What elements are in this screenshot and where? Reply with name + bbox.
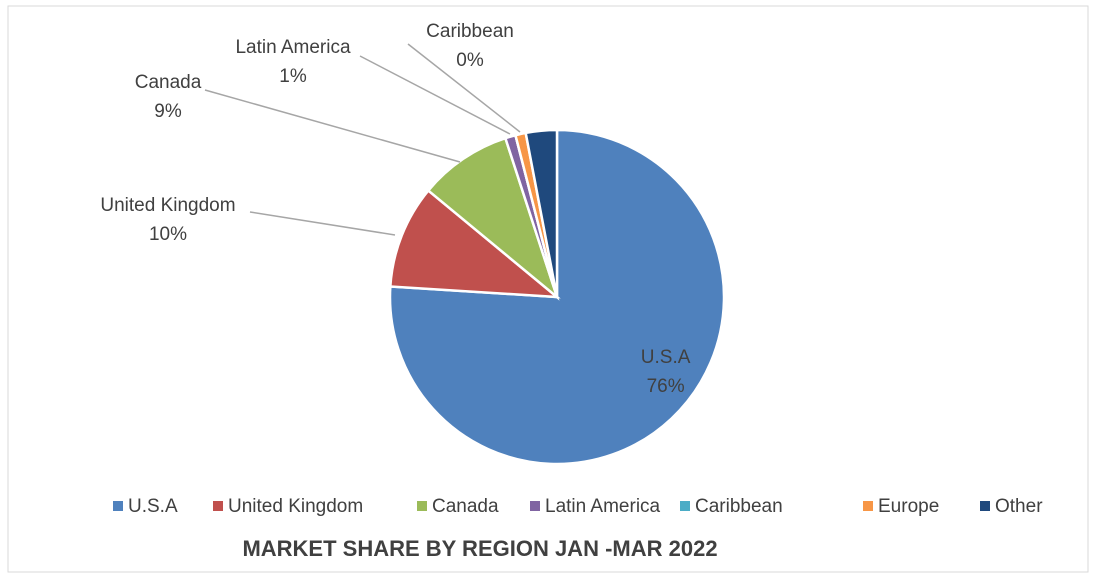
pie-slice <box>524 128 559 298</box>
data-label-value: 76% <box>647 376 685 397</box>
legend-swatch <box>113 501 123 511</box>
chart-title: MARKET SHARE BY REGION JAN -MAR 2022 <box>242 536 717 561</box>
legend-swatch <box>417 501 427 511</box>
pie-slice <box>388 128 726 466</box>
leader-line <box>249 211 396 236</box>
legend-swatch <box>980 501 990 511</box>
data-label-value: 10% <box>149 224 187 245</box>
legend-label: Other <box>995 496 1043 517</box>
legend-swatch <box>213 501 223 511</box>
leader-line <box>359 55 511 135</box>
legend-swatch <box>680 501 690 511</box>
data-label-category: U.S.A <box>641 347 691 368</box>
leader-line <box>407 43 521 133</box>
legend-label: Caribbean <box>695 496 783 517</box>
data-label-category: Canada <box>135 72 202 93</box>
legend-swatch <box>530 501 540 511</box>
legend-label: U.S.A <box>128 496 178 517</box>
data-label-category: Caribbean <box>426 21 514 42</box>
data-label-value: 1% <box>279 66 307 87</box>
data-label-value: 9% <box>154 101 182 122</box>
data-label-category: United Kingdom <box>100 195 235 216</box>
pie-slice <box>426 136 560 301</box>
data-label-category: Latin America <box>235 37 351 58</box>
legend-label: Canada <box>432 496 499 517</box>
legend-label: Latin America <box>545 496 661 517</box>
legend-label: Europe <box>878 496 939 517</box>
pie-slice <box>389 188 561 299</box>
data-label-value: 0% <box>456 50 484 71</box>
legend-swatch <box>863 501 873 511</box>
legend-label: United Kingdom <box>228 496 363 517</box>
leader-line <box>204 89 461 163</box>
